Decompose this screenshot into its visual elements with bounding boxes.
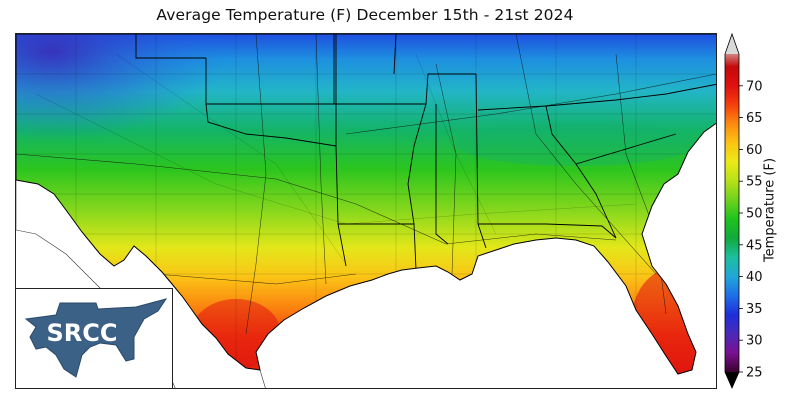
colorbar-tick-label: 25 bbox=[746, 366, 763, 381]
colorbar-svg: 25 30 35 40 45 50 55 60 65 70 bbox=[724, 32, 763, 389]
colorbar-label: Temperature (F) bbox=[762, 157, 778, 263]
colorbar-tick-label: 60 bbox=[746, 143, 763, 158]
srcc-logo-box: SRCC bbox=[15, 288, 173, 389]
colorbar-extend-under bbox=[725, 372, 739, 388]
srcc-logo-text: SRCC bbox=[47, 319, 118, 347]
colorbar-gradient bbox=[725, 54, 739, 372]
colorbar-tick-label: 45 bbox=[746, 238, 763, 253]
colorbar-tick-label: 50 bbox=[746, 207, 763, 222]
colorbar-tick-label: 35 bbox=[746, 302, 763, 317]
colorbar-extend-over bbox=[725, 34, 739, 54]
srcc-logo: SRCC bbox=[24, 298, 168, 378]
colorbar: 25 30 35 40 45 50 55 60 65 70 bbox=[718, 30, 800, 390]
colorbar-tick-label: 65 bbox=[746, 111, 763, 126]
colorbar-tick-label: 30 bbox=[746, 334, 763, 349]
map-title: Average Temperature (F) December 15th - … bbox=[156, 6, 574, 24]
colorbar-tick-label: 70 bbox=[746, 79, 763, 94]
colorbar-tick-label: 40 bbox=[746, 270, 763, 285]
state-boundaries bbox=[135, 34, 716, 271]
colorbar-tick-label: 55 bbox=[746, 175, 763, 190]
